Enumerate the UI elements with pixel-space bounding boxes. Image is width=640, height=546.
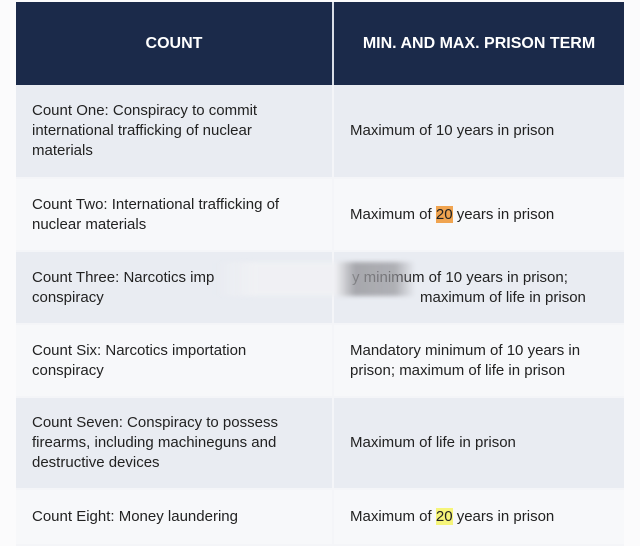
term-text: Maximum of [350,508,436,525]
header-term: MIN. AND MAX. PRISON TERM [333,2,624,85]
header-count: COUNT [16,2,334,85]
header-row: COUNT MIN. AND MAX. PRISON TERM [16,2,624,85]
term-text: years in prison [452,205,555,223]
term-cell: Maximum of 10 years in prison [333,85,624,179]
term-text: Maximum of 10 years in prison [350,122,555,139]
table-row: Count One: Conspiracy to commit internat… [16,85,624,179]
count-cell: Count One: Conspiracy to commit internat… [16,85,334,179]
highlighted-number: 20 [435,205,453,223]
table-row: Count Eight: Money laundering Maximum of… [16,489,624,546]
count-text: Count Three: Narcotics imp [32,268,215,286]
term-text: years in prison [452,508,555,525]
count-cell: Count Two: International trafficking of … [16,178,334,252]
term-text: Maximum of [350,205,436,223]
count-cell: Count Eight: Money laundering [16,489,334,546]
term-cell: Maximum of 20 years in prison [333,489,624,546]
term-cell: Maximum of 20 years in prison [333,178,624,252]
prison-term-table: COUNT MIN. AND MAX. PRISON TERM Count On… [16,2,624,546]
count-cell: Count Seven: Conspiracy to possess firea… [16,397,334,490]
table-row: Count Seven: Conspiracy to possess firea… [16,397,624,490]
term-cell: Mandatory minimum of 10 years in prison;… [333,324,624,398]
table-row: Count Six: Narcotics importation conspir… [16,324,624,398]
table-row: Count Two: International trafficking of … [16,178,624,252]
highlighted-number: 20 [435,508,453,525]
count-cell: Count Six: Narcotics importation conspir… [16,324,334,398]
term-cell: Maximum of life in prison [333,397,624,490]
redaction-smudge [215,262,415,296]
count-text-line2: conspiracy [32,288,104,306]
